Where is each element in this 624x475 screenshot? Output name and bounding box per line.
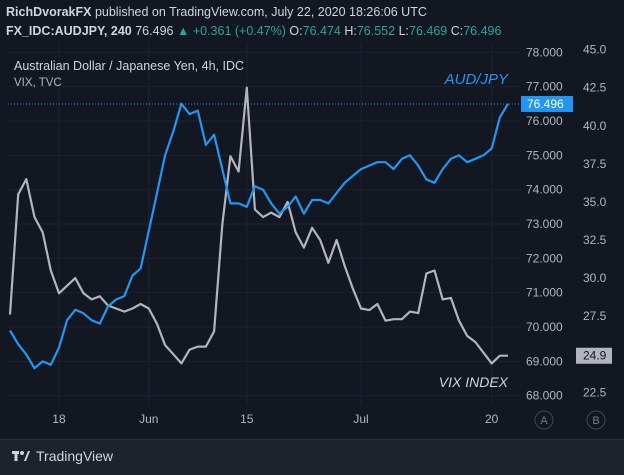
audjpy-axis-tick: 70.000 xyxy=(526,320,563,334)
audjpy-last-badge xyxy=(521,95,573,112)
up-arrow-icon: ▲ xyxy=(176,24,190,38)
x-tick-label: Jul xyxy=(353,412,368,426)
vix-axis-tick: 37.5 xyxy=(583,157,607,171)
audjpy-series xyxy=(9,102,509,370)
x-tick-label: 20 xyxy=(485,412,499,426)
chart-title: Australian Dollar / Japanese Yen, 4h, ID… xyxy=(14,59,244,73)
vix-line xyxy=(8,86,508,365)
last-price: 76.496 xyxy=(135,24,174,38)
vix-last-badge xyxy=(576,347,612,364)
symbol-line: FX_IDC:AUDJPY, 240 76.496 ▲ +0.361 (+0.4… xyxy=(6,24,501,38)
x-tick-label: 15 xyxy=(240,412,254,426)
axes: 18 Jun 15 Jul 20 78.000 77.000 76.000 75.000 74.0… xyxy=(52,43,612,430)
publisher-text: published on TradingView.com, July 22, 2… xyxy=(94,5,427,19)
audjpy-last-value: 76.496 xyxy=(527,97,564,111)
close-label: C: xyxy=(450,24,464,38)
right-scale-badge-ring xyxy=(586,410,606,430)
audjpy-line xyxy=(9,102,509,370)
symbol-name[interactable]: FX_IDC:AUDJPY, 240 xyxy=(6,24,132,38)
vix-series xyxy=(8,86,508,365)
audjpy-axis-tick: 74.000 xyxy=(526,183,563,197)
audjpy-axis-tick: 68.000 xyxy=(526,389,563,403)
audjpy-annotation: AUD/JPY xyxy=(444,71,509,88)
right-scale-badge: B xyxy=(592,415,599,427)
publisher-username[interactable]: RichDvorakFX xyxy=(6,5,92,19)
audjpy-axis-tick: 76.000 xyxy=(526,114,563,128)
open-label: O: xyxy=(289,24,303,38)
low-label: L: xyxy=(398,24,409,38)
vix-last-value: 24.9 xyxy=(583,349,607,363)
annotations: AUD/JPY VIX INDEX xyxy=(439,71,509,390)
audjpy-axis-tick: 77.000 xyxy=(526,80,563,94)
left-scale-badge-ring xyxy=(534,410,554,430)
high-value: 76.552 xyxy=(356,24,396,38)
chart-subtitle: VIX, TVC xyxy=(14,77,62,89)
vix-axis-tick: 22.5 xyxy=(583,385,607,399)
vix-axis-tick: 42.5 xyxy=(583,81,607,95)
x-tick-label: Jun xyxy=(139,412,158,426)
tradingview-logo[interactable]: TradingView xyxy=(12,448,113,464)
grid xyxy=(8,42,520,406)
low-value: 76.469 xyxy=(409,24,448,38)
audjpy-axis-tick: 73.000 xyxy=(526,217,563,231)
close-value: 76.496 xyxy=(463,24,502,38)
price-change: +0.361 (+0.47%) xyxy=(192,24,286,38)
tradingview-wordmark: TradingView xyxy=(36,448,114,464)
vix-axis-tick: 30.0 xyxy=(583,271,607,285)
audjpy-axis-tick: 71.000 xyxy=(526,286,563,300)
open-value: 76.474 xyxy=(302,24,341,38)
audjpy-axis-tick: 78.000 xyxy=(526,45,563,59)
vix-axis-tick: 32.5 xyxy=(583,233,607,247)
vix-axis-tick: 45.0 xyxy=(583,43,607,57)
x-tick-label: 18 xyxy=(52,412,66,426)
audjpy-axis-tick: 69.000 xyxy=(526,354,563,368)
left-scale-badge: A xyxy=(540,415,548,427)
vix-axis-tick: 40.0 xyxy=(583,119,607,133)
vix-annotation: VIX INDEX xyxy=(439,374,509,390)
publisher-line: RichDvorakFX published on TradingView.co… xyxy=(6,5,427,19)
audjpy-axis-tick: 75.000 xyxy=(526,148,563,162)
tradingview-icon xyxy=(12,451,30,461)
footer-bar: TradingView xyxy=(0,439,624,475)
audjpy-axis-tick: 72.000 xyxy=(526,251,563,265)
high-label: H: xyxy=(344,24,357,38)
vix-axis-tick: 35.0 xyxy=(583,195,607,209)
vix-axis-tick: 27.5 xyxy=(583,309,607,323)
